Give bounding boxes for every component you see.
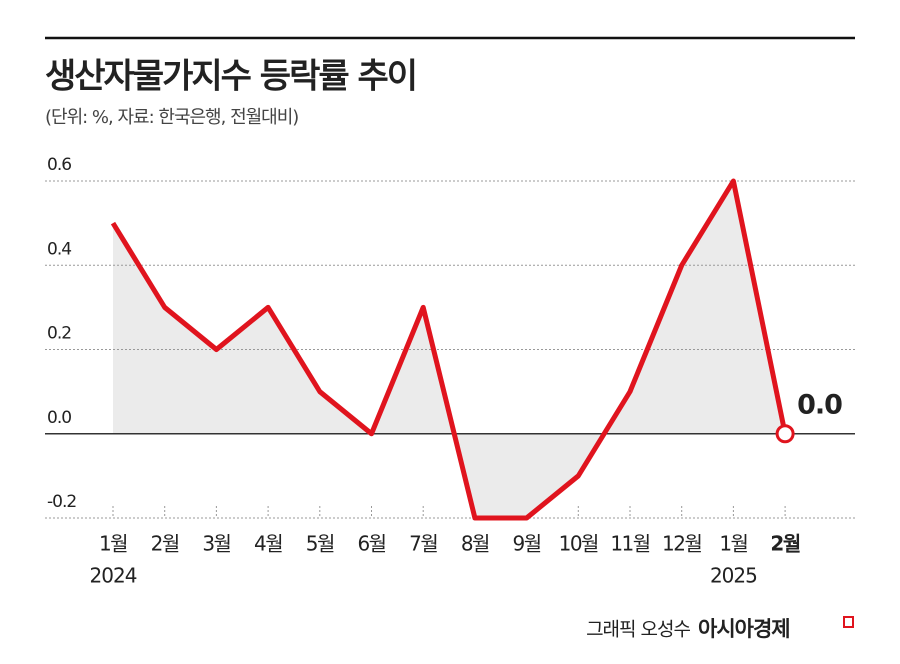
credit: 그래픽 오성수 (586, 619, 690, 641)
x-tick-label: 8월 (461, 532, 489, 556)
point-marker (775, 424, 795, 444)
x-tick-label: 12월 (662, 532, 701, 556)
x-tick-label: 5월 (306, 532, 334, 556)
brand: 아시아경제 (698, 617, 790, 641)
x-tick-label: 4월 (254, 532, 282, 556)
x-tick-label: 9월 (513, 532, 541, 556)
y-tick-label: 0.4 (47, 239, 71, 259)
y-tick-label: 0.0 (47, 408, 71, 428)
x-tick-label: 6월 (357, 532, 385, 556)
brand-icon (843, 616, 854, 628)
x-tick-label: 1월 (99, 532, 127, 556)
y-tick-label: 0.6 (47, 155, 71, 175)
x-tick-label: 10월 (559, 532, 598, 556)
chart-title: 생산자물가지수 등락률 추이 (45, 57, 416, 97)
value-label: 0.0 (797, 389, 842, 420)
x-tick-label: 1월 (719, 532, 747, 556)
x-tick-label: 2월 (151, 532, 179, 556)
x-tick-label: 2월 (770, 532, 799, 556)
line (110, 178, 788, 521)
chart-subtitle: (단위: %, 자료: 한국은행, 전월대비) (45, 107, 298, 128)
x-tick-label: 7월 (409, 532, 437, 556)
y-tick-label: 0.2 (47, 324, 71, 344)
y-tick-label: -0.2 (47, 492, 76, 512)
year-label: 2024 (90, 564, 137, 588)
x-tick-label: 3월 (202, 532, 230, 556)
x-tick-label: 11월 (610, 532, 649, 556)
year-label: 2025 (710, 564, 757, 588)
